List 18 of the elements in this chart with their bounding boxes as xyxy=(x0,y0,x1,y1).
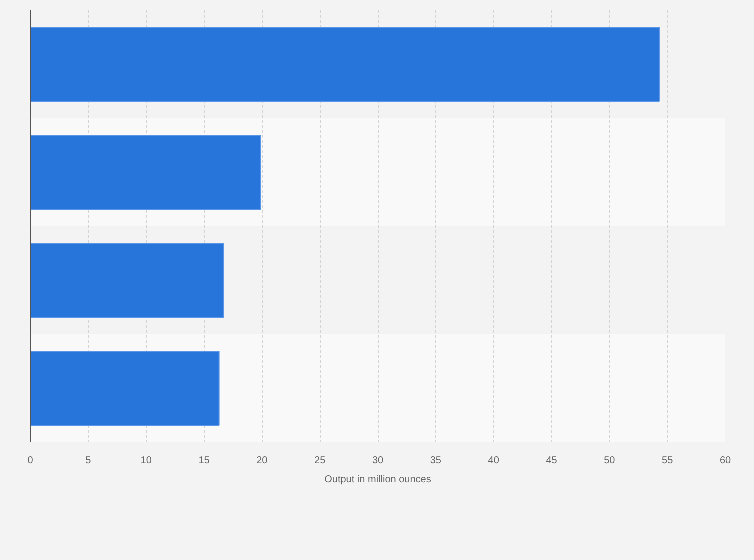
x-tick-label: 60 xyxy=(720,456,732,466)
x-tick-label: 25 xyxy=(314,456,326,466)
x-tick-label: 30 xyxy=(372,456,384,466)
x-tick-label: 20 xyxy=(256,456,268,466)
x-tick-label: 0 xyxy=(28,456,34,466)
x-tick-label: 10 xyxy=(140,456,152,466)
bar xyxy=(30,27,660,102)
bar xyxy=(30,243,224,318)
x-tick-label: 35 xyxy=(430,456,442,466)
x-axis-title: Output in million ounces xyxy=(324,474,432,486)
x-tick-label: 15 xyxy=(198,456,210,466)
bar xyxy=(30,135,262,210)
bar xyxy=(30,351,220,426)
x-tick-label: 40 xyxy=(488,456,500,466)
x-tick-label: 55 xyxy=(662,456,674,466)
x-tick-label: 45 xyxy=(546,456,558,466)
x-tick-label: 50 xyxy=(604,456,616,466)
x-tick-label: 5 xyxy=(86,456,92,466)
